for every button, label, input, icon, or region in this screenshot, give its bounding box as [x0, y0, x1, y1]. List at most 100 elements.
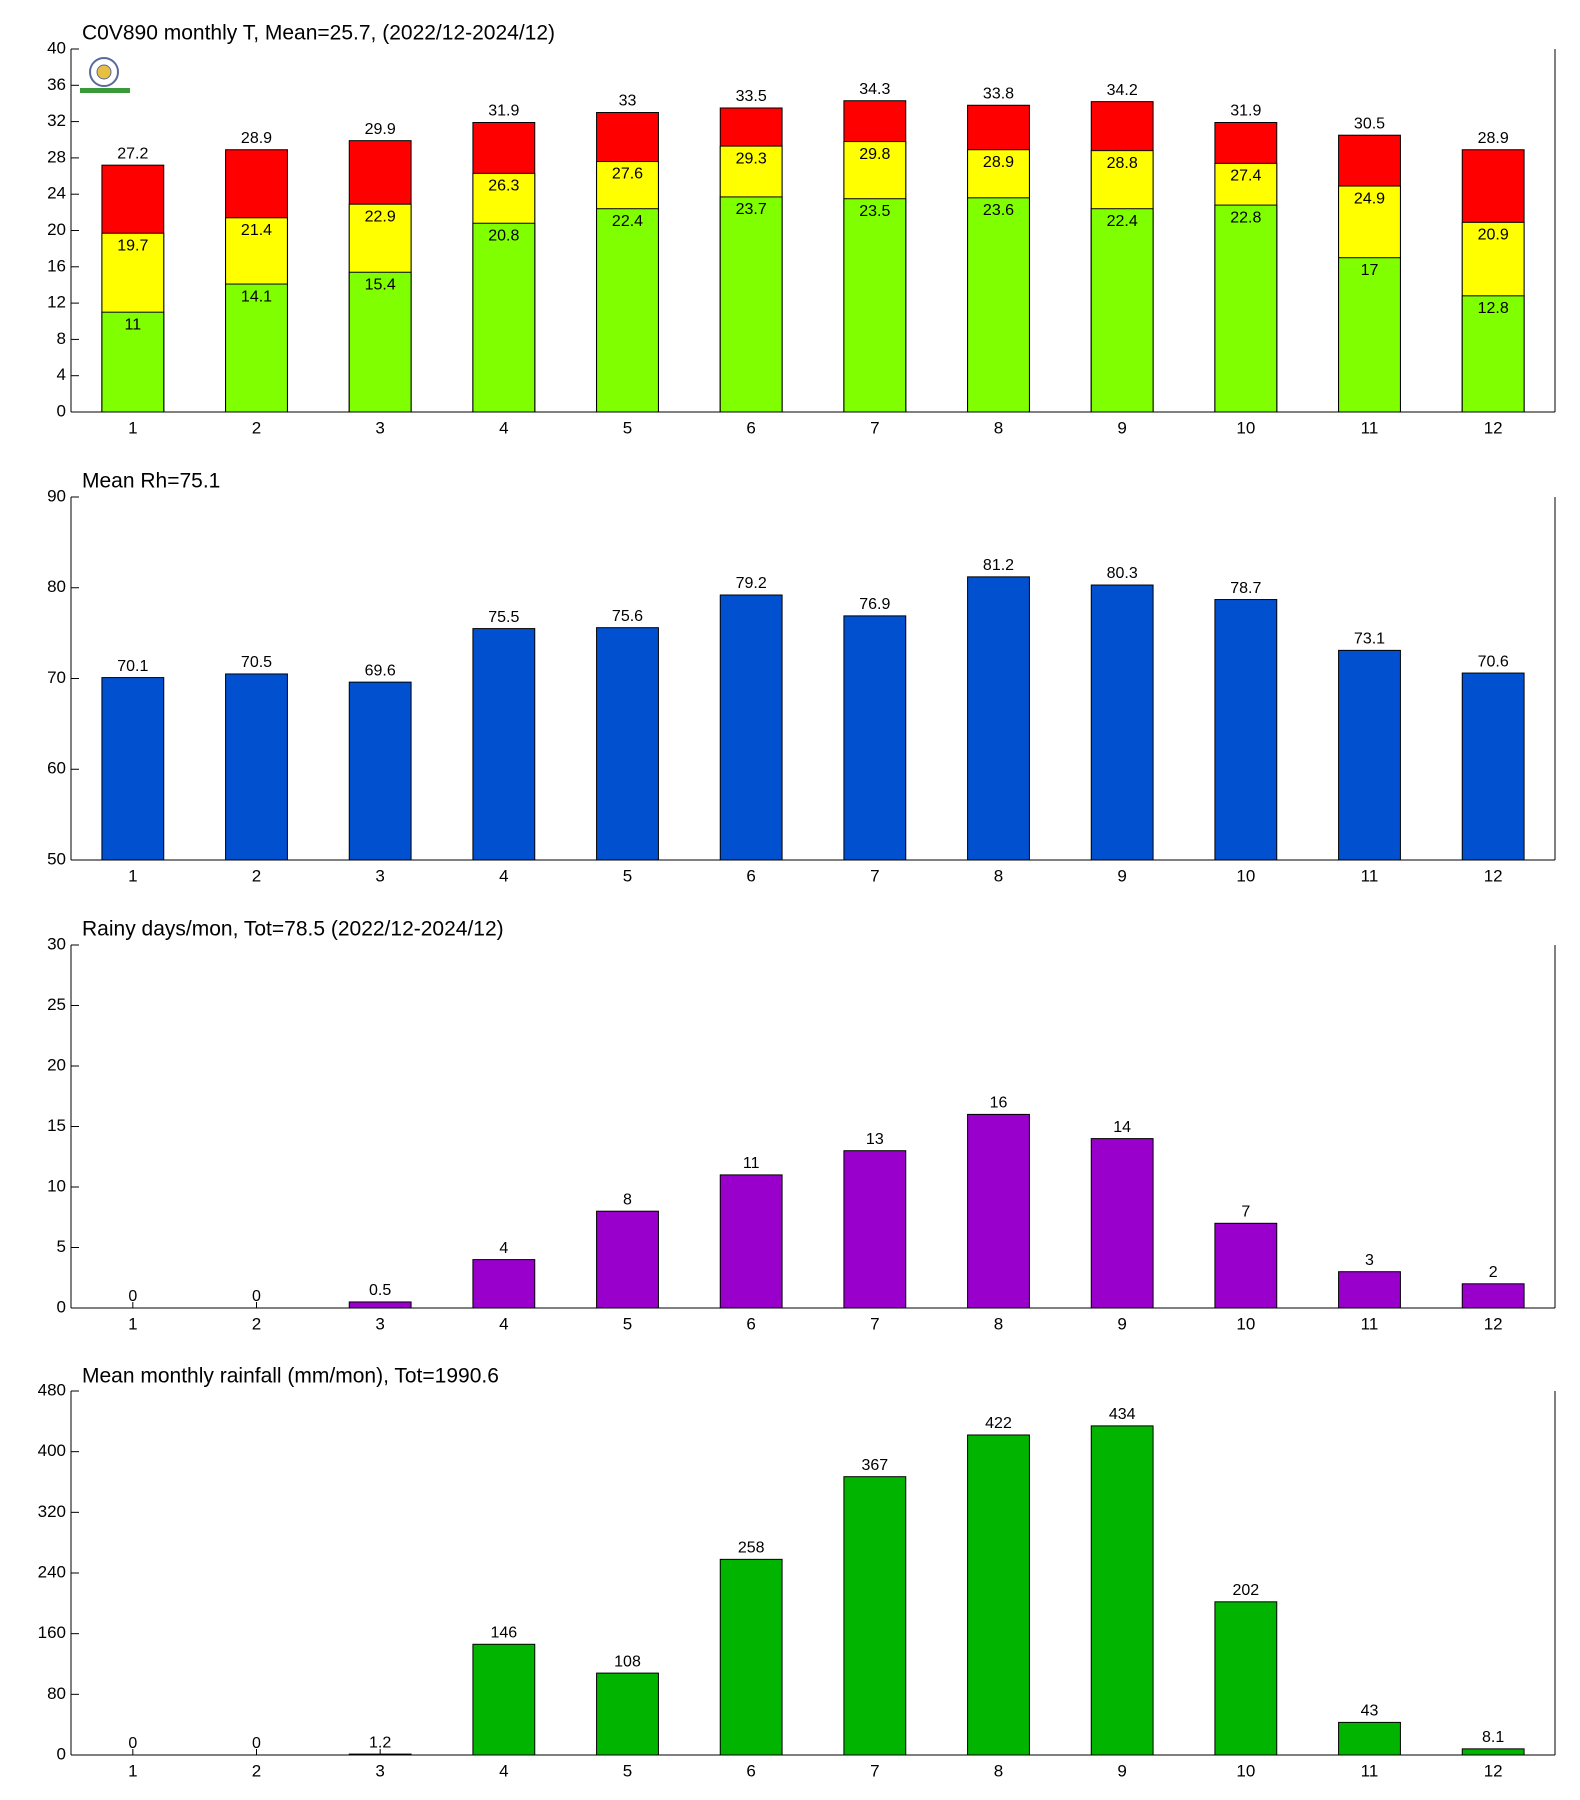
value-label: 22.9 — [365, 208, 396, 225]
value-label: 31.9 — [488, 103, 519, 120]
y-tick-label: 240 — [38, 1562, 66, 1581]
value-label: 11 — [743, 1155, 760, 1172]
x-tick-label: 12 — [1484, 418, 1503, 437]
y-tick-label: 30 — [47, 934, 66, 953]
y-tick-label: 0 — [57, 1744, 66, 1763]
bar — [967, 1113, 1030, 1309]
x-tick-label: 5 — [623, 1761, 632, 1780]
x-tick-label: 7 — [870, 1314, 879, 1333]
x-tick-label: 7 — [870, 418, 879, 437]
value-label: 78.7 — [1230, 580, 1261, 597]
value-label: 69.6 — [365, 662, 396, 679]
y-tick-label: 36 — [47, 75, 66, 94]
y-tick-label: 20 — [47, 220, 66, 239]
bar — [101, 311, 165, 413]
x-tick-label: 9 — [1117, 1761, 1126, 1780]
value-label: 202 — [1232, 1582, 1259, 1599]
value-label: 4 — [499, 1240, 508, 1257]
x-tick-label: 3 — [375, 1314, 384, 1333]
bar — [1214, 599, 1278, 861]
x-tick-label: 1 — [128, 1761, 137, 1780]
value-label: 22.4 — [1107, 213, 1138, 230]
x-tick-label: 12 — [1484, 1761, 1503, 1780]
bar — [843, 1150, 907, 1309]
value-label: 28.9 — [1478, 130, 1509, 147]
bar — [1090, 208, 1154, 413]
bar — [1338, 649, 1401, 861]
value-label: 70.5 — [241, 654, 272, 671]
bar — [967, 576, 1030, 861]
x-tick-label: 12 — [1484, 1314, 1503, 1333]
bar — [348, 1301, 412, 1309]
x-tick-label: 5 — [623, 866, 632, 885]
x-tick-label: 6 — [746, 1761, 755, 1780]
x-tick-label: 11 — [1361, 418, 1379, 437]
y-tick-label: 10 — [47, 1176, 66, 1195]
value-label: 80.3 — [1107, 565, 1138, 582]
value-label: 27.2 — [117, 145, 148, 162]
y-tick-label: 480 — [38, 1380, 66, 1399]
x-tick-label: 4 — [499, 866, 508, 885]
value-label: 27.4 — [1230, 168, 1261, 185]
x-tick-label: 2 — [252, 1761, 261, 1780]
value-label: 21.4 — [241, 222, 272, 239]
value-label: 22.4 — [612, 213, 643, 230]
x-tick-label: 11 — [1361, 866, 1379, 885]
y-tick-label: 70 — [47, 668, 66, 687]
x-tick-label: 8 — [994, 866, 1003, 885]
value-label: 0 — [252, 1735, 261, 1752]
value-label: 43 — [1361, 1703, 1379, 1720]
x-tick-label: 9 — [1117, 1314, 1126, 1333]
x-tick-label: 5 — [623, 418, 632, 437]
bar — [1338, 1271, 1401, 1309]
value-label: 29.8 — [859, 146, 890, 163]
value-label: 12.8 — [1478, 300, 1509, 317]
y-tick-label: 4 — [57, 365, 66, 384]
x-tick-label: 2 — [252, 418, 261, 437]
value-label: 81.2 — [983, 557, 1014, 574]
x-tick-label: 12 — [1484, 866, 1503, 885]
value-label: 0 — [128, 1735, 137, 1752]
x-tick-label: 7 — [870, 1761, 879, 1780]
chart-title: Mean Rh=75.1 — [82, 470, 220, 493]
x-tick-label: 3 — [375, 866, 384, 885]
y-tick-label: 0 — [57, 401, 66, 420]
value-label: 0 — [252, 1288, 261, 1305]
value-label: 11 — [125, 316, 142, 333]
value-label: 3 — [1365, 1252, 1374, 1269]
bar — [348, 271, 412, 413]
value-label: 27.6 — [612, 166, 643, 183]
x-tick-label: 10 — [1236, 418, 1255, 437]
value-label: 75.5 — [488, 609, 519, 626]
bar — [719, 1558, 783, 1756]
bar — [596, 1672, 659, 1756]
x-tick-label: 9 — [1117, 866, 1126, 885]
bar — [843, 615, 907, 861]
value-label: 434 — [1109, 1406, 1136, 1423]
bar — [1461, 1748, 1525, 1756]
value-label: 8.1 — [1482, 1729, 1504, 1746]
chart-title: Rainy days/mon, Tot=78.5 (2022/12-2024/1… — [82, 918, 504, 941]
x-tick-label: 1 — [128, 1314, 137, 1333]
y-tick-label: 80 — [47, 577, 66, 596]
value-label: 367 — [861, 1457, 888, 1474]
bar — [472, 1259, 536, 1309]
bar — [472, 1643, 536, 1756]
bar — [225, 673, 288, 861]
value-label: 29.3 — [736, 150, 767, 167]
y-tick-label: 15 — [47, 1116, 66, 1135]
x-tick-label: 1 — [128, 418, 137, 437]
x-tick-label: 8 — [994, 418, 1003, 437]
y-tick-label: 5 — [57, 1237, 66, 1256]
value-label: 19.7 — [117, 237, 148, 254]
value-label: 14.1 — [241, 288, 272, 305]
value-label: 108 — [614, 1653, 641, 1670]
value-label: 75.6 — [612, 608, 643, 625]
y-tick-label: 25 — [47, 995, 66, 1014]
bar — [967, 197, 1030, 413]
bar — [472, 222, 536, 413]
bar — [472, 628, 536, 861]
value-label: 16 — [990, 1095, 1008, 1112]
y-tick-label: 20 — [47, 1055, 66, 1074]
